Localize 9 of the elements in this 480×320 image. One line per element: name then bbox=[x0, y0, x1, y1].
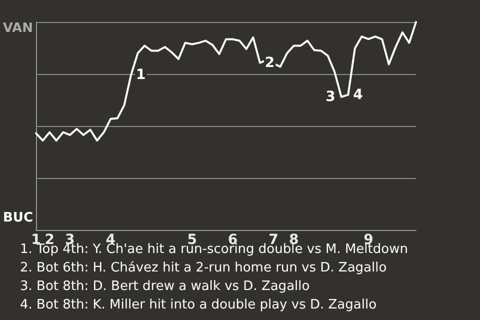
annotation: 3 bbox=[326, 88, 336, 105]
text: 4. Bot 8th: K. Miller hit into a double play vs D. Zagallo bbox=[20, 298, 377, 312]
annotation: 2 bbox=[264, 54, 275, 71]
annotation: 4 bbox=[353, 86, 364, 103]
text: 3. Bot 8th: D. Bert drew a walk vs D. Zagallo bbox=[20, 279, 310, 294]
text: BUC bbox=[2, 210, 33, 226]
annotation: 1 bbox=[136, 67, 146, 84]
text: 2. Bot 6th: H. Chávez hit a 2-run home run vs D. Zagallo bbox=[20, 260, 387, 276]
text: VAN bbox=[2, 21, 33, 36]
